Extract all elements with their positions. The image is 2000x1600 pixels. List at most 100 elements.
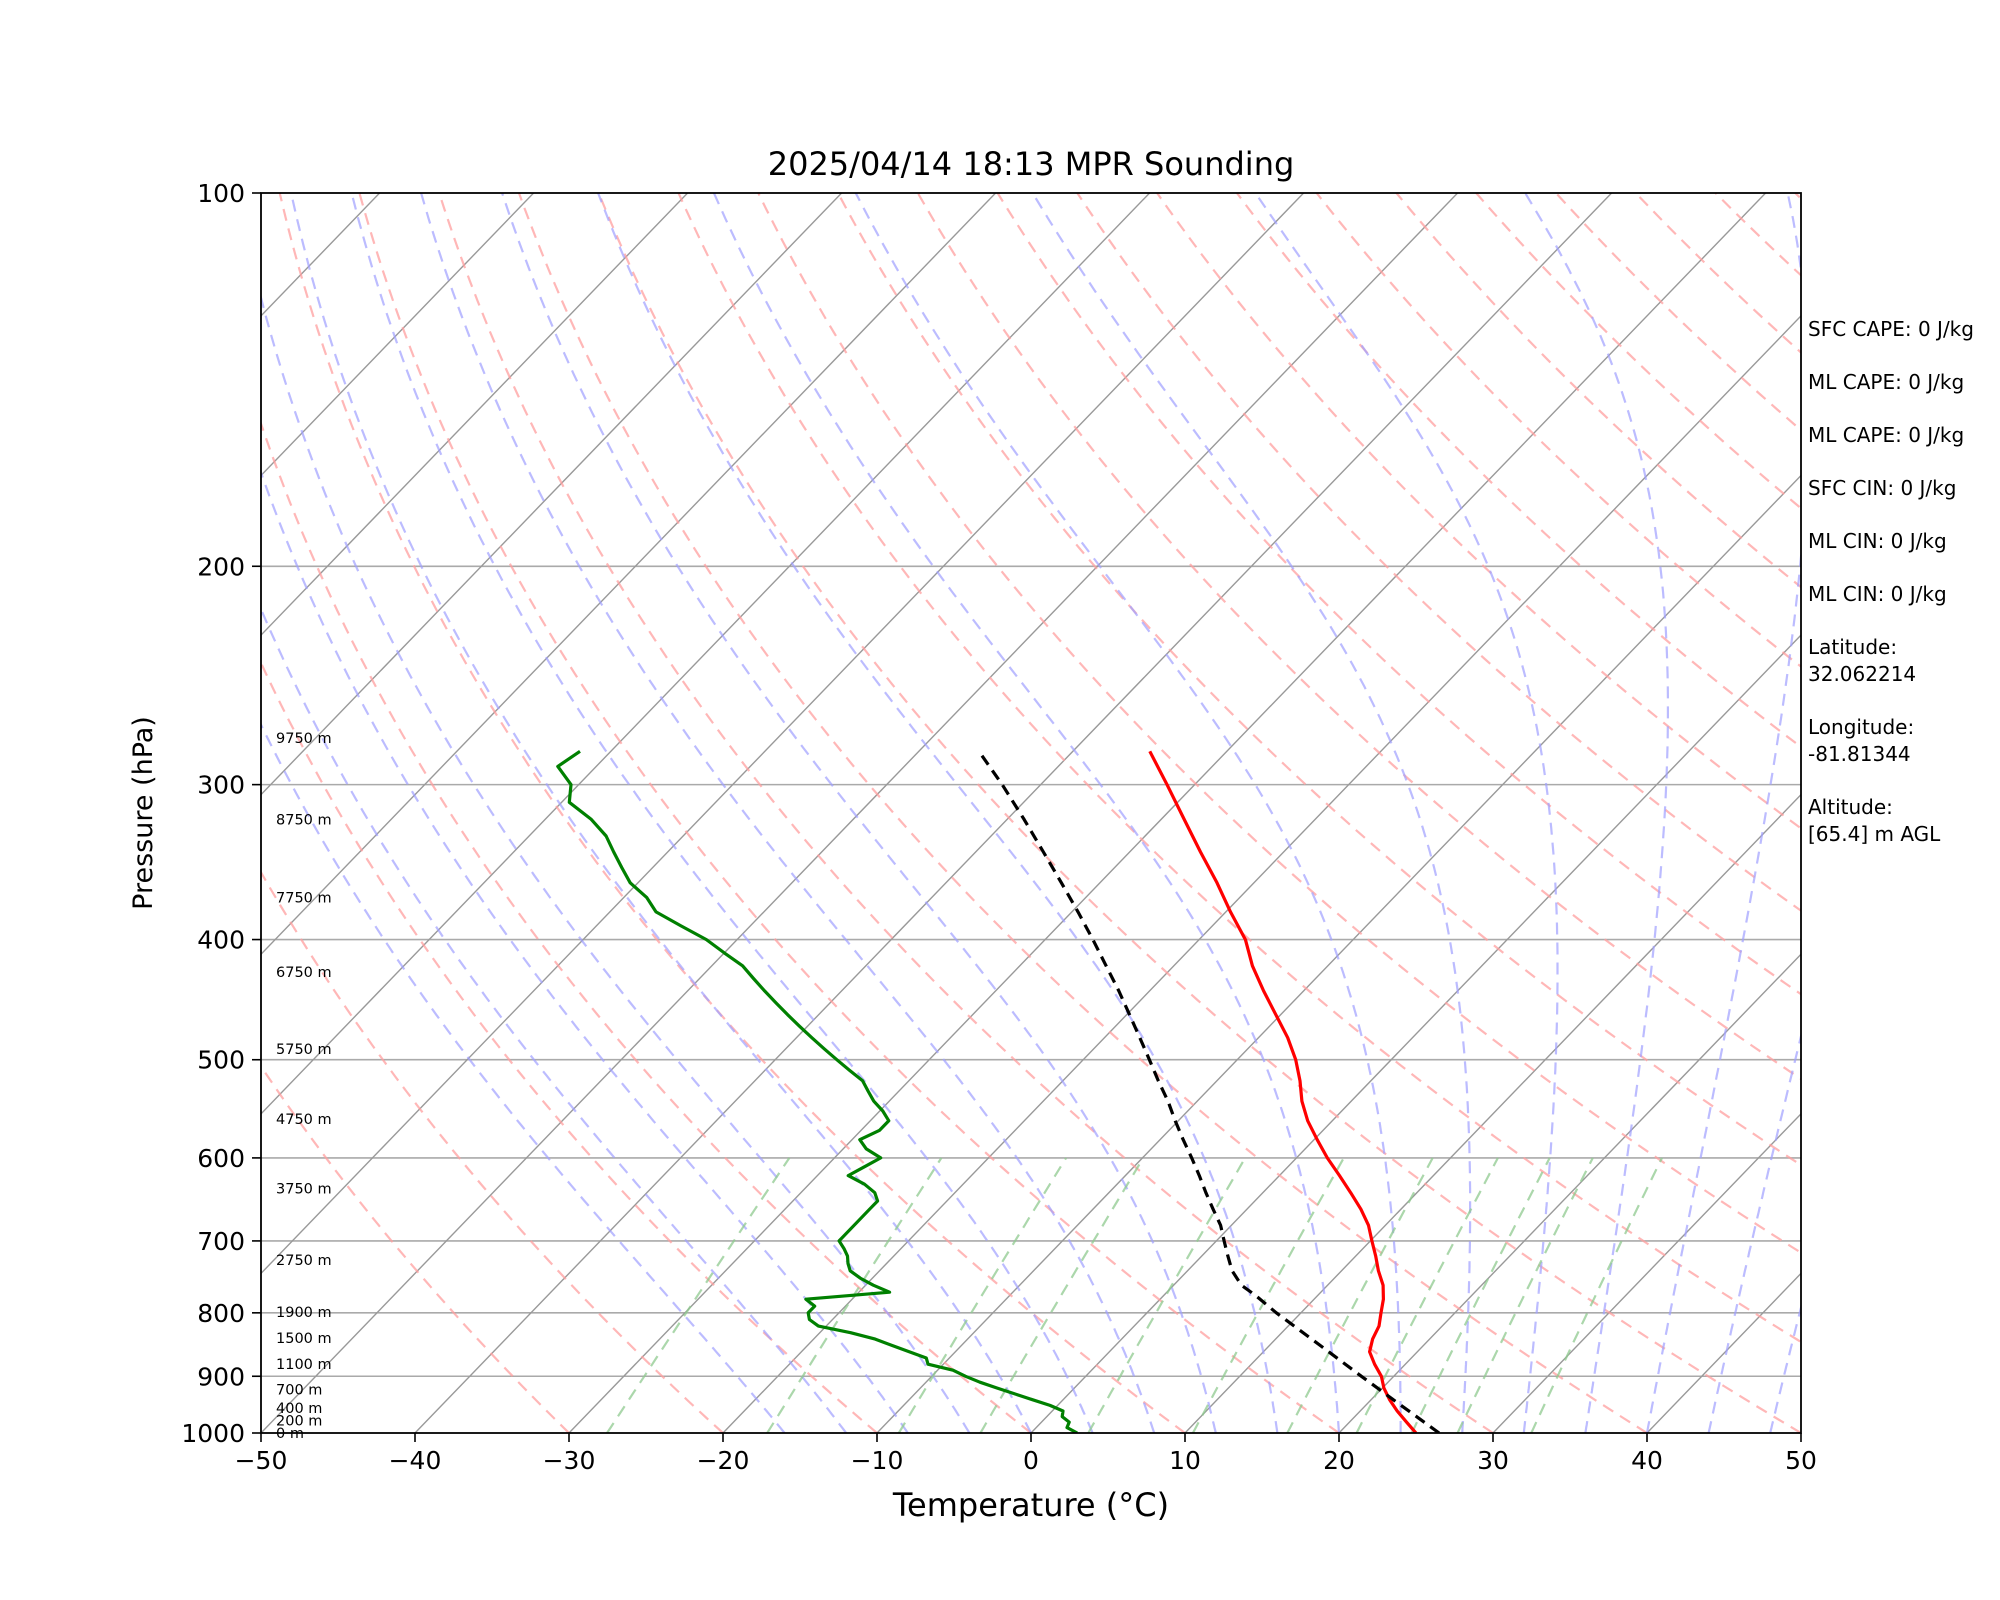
isotherm-line [568, 193, 1767, 1433]
latitude-value: 32.062214 [1808, 662, 1917, 686]
dry-adiabat-line [358, 193, 1340, 1433]
y-tick-label: 700 [197, 1227, 245, 1256]
isotherm-line [1184, 793, 1801, 1433]
x-axis-label: Temperature (°C) [892, 1486, 1169, 1524]
moist-adiabat-line [1524, 193, 1669, 1433]
height-label: 4750 m [276, 1112, 332, 1128]
dry-adiabat-line [677, 193, 1801, 1344]
x-tick-label: 10 [1169, 1446, 1201, 1475]
height-label: 700 m [276, 1382, 322, 1398]
mixing-ratio-line [1087, 1157, 1247, 1433]
dry-adiabat-line [1395, 193, 1801, 589]
dry-adiabat-line [1156, 193, 1801, 830]
isotherm-line [414, 193, 1613, 1433]
height-label: 7750 m [276, 891, 332, 907]
ml-cin-text-2: ML CIN: 0 J/kg [1808, 582, 1947, 606]
dry-adiabat-line [1076, 193, 1801, 913]
moist-adiabat-line [712, 193, 1341, 1433]
moist-adiabat-line [290, 193, 1032, 1433]
altitude-text: Altitude: [65.4] m AGL [1808, 794, 1998, 848]
moist-adiabat-line [420, 193, 1156, 1433]
axis-ticks: −50 −40 −30 −20 −10 0 10 20 30 40 50 100 200 300 400 50… [181, 179, 1817, 1475]
parcel-path-line [977, 750, 1441, 1433]
x-tick-label: 0 [1023, 1446, 1039, 1475]
pressure-gridlines [261, 565, 1801, 1378]
y-tick-label: 300 [197, 771, 245, 800]
height-label: 400 m [276, 1401, 322, 1417]
moist-adiabat-line [261, 722, 786, 1433]
dry-adiabat-line [996, 193, 1801, 996]
height-label: 200 m [276, 1413, 322, 1429]
isotherm-line [261, 193, 535, 477]
dry-adiabat-line [278, 193, 1186, 1433]
y-tick-label: 900 [197, 1362, 245, 1391]
isotherm-line [1338, 953, 1801, 1433]
moist-adiabat-line [350, 193, 1094, 1433]
mixing-ratio-line [766, 1157, 943, 1433]
mixing-ratio-line [1355, 1157, 1499, 1433]
y-axis-label: Pressure (hPa) [128, 716, 159, 910]
moist-adiabat-line [261, 606, 848, 1433]
mixing-ratio-line [1286, 1157, 1434, 1433]
height-label: 1500 m [276, 1331, 332, 1347]
dry-adiabat-line [916, 193, 1801, 1081]
moist-adiabat-line [1254, 193, 1559, 1433]
dewpoint-line [556, 749, 1078, 1433]
altitude-label: Altitude: [1808, 795, 1893, 819]
dry-adiabat-line [438, 193, 1494, 1433]
moist-adiabat-line [501, 193, 1217, 1433]
isotherm-line [261, 193, 1151, 1115]
height-label: 1100 m [276, 1357, 332, 1373]
height-label: 6750 m [276, 965, 332, 981]
y-tick-label: 800 [197, 1299, 245, 1328]
chart-title: 2025/04/14 18:13 MPR Sounding [768, 145, 1295, 183]
x-tick-label: −50 [235, 1446, 288, 1475]
moist-adiabat-line [1707, 1031, 1801, 1433]
isotherm-line [261, 193, 843, 796]
isotherm-line [261, 193, 997, 956]
altitude-value: [65.4] m AGL [1808, 822, 1941, 846]
height-label: 0 m [276, 1426, 304, 1442]
x-tick-label: −20 [697, 1446, 750, 1475]
dry-adiabat-line [757, 193, 1801, 1255]
moist-adiabat-line [1031, 193, 1472, 1433]
latitude-text: Latitude: 32.062214 [1808, 634, 1998, 688]
temperature-line [1148, 750, 1418, 1433]
height-label: 5750 m [276, 1042, 332, 1058]
height-label: 3750 m [276, 1181, 332, 1197]
isotherm-line [0, 193, 226, 1433]
sounding-parameters-panel: SFC CAPE: 0 J/kg ML CAPE: 0 J/kg ML CAPE… [1808, 316, 1998, 874]
longitude-value: -81.81344 [1808, 742, 1911, 766]
y-tick-label: 600 [197, 1144, 245, 1173]
isotherm-line [1492, 1112, 1801, 1433]
height-label: 8750 m [276, 812, 332, 828]
isotherm-line [261, 193, 1459, 1433]
dry-adiabat-line [597, 193, 1801, 1433]
sounding-series [556, 749, 1441, 1433]
ml-cape-text-2: ML CAPE: 0 J/kg [1808, 423, 1965, 447]
height-label: 2750 m [276, 1253, 332, 1269]
x-tick-label: 50 [1785, 1446, 1817, 1475]
mixing-ratio-line [979, 1157, 1145, 1433]
y-tick-label: 400 [197, 926, 245, 955]
ml-cin-text: ML CIN: 0 J/kg [1808, 529, 1947, 553]
isotherm-line [1030, 634, 1801, 1433]
moist-adiabat-line [1769, 1303, 1801, 1433]
x-tick-label: −30 [543, 1446, 596, 1475]
y-tick-label: 1000 [181, 1419, 245, 1448]
moist-adiabat-line [1645, 193, 1801, 1433]
dry-adiabat-line [261, 660, 878, 1433]
height-label: 9750 m [276, 731, 332, 747]
x-tick-label: 40 [1631, 1446, 1663, 1475]
moist-adiabat-line [261, 469, 909, 1433]
height-label: 1900 m [276, 1305, 332, 1321]
dry-adiabat-line [1475, 193, 1801, 510]
isotherm-line [261, 193, 689, 637]
ml-cape-text: ML CAPE: 0 J/kg [1808, 370, 1965, 394]
dry-adiabat-line [261, 870, 724, 1433]
sfc-cin-text: SFC CIN: 0 J/kg [1808, 476, 1957, 500]
dry-adiabat-line [1315, 193, 1801, 669]
isotherm-line [261, 193, 1305, 1275]
